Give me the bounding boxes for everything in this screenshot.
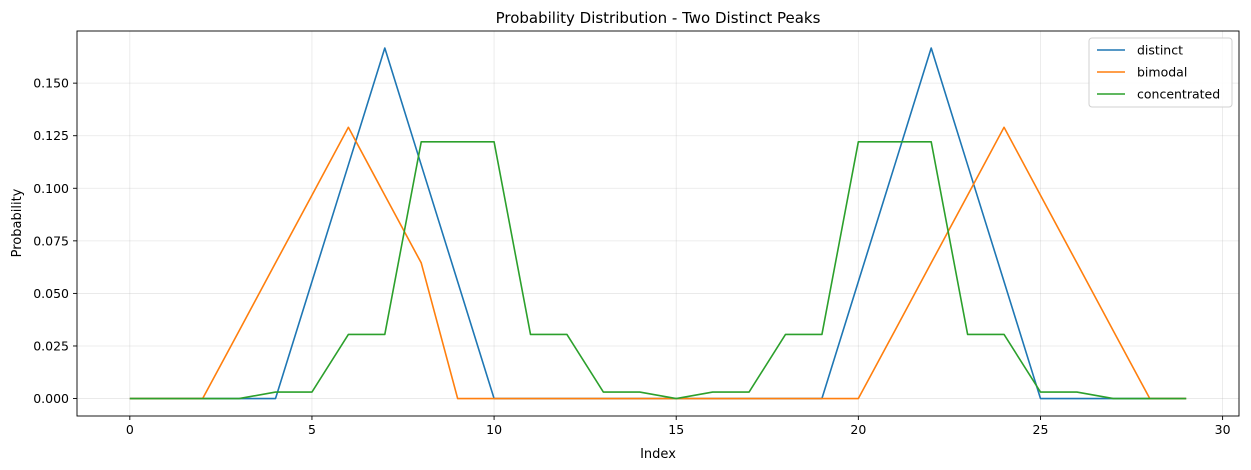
x-tick-label: 5 (308, 422, 316, 437)
y-tick-label: 0.150 (33, 76, 69, 91)
chart-title: Probability Distribution - Two Distinct … (496, 9, 821, 27)
series-lines (129, 47, 1187, 400)
x-tick-label: 10 (486, 422, 502, 437)
x-tick-label: 0 (126, 422, 134, 437)
y-tick-label: 0.075 (33, 233, 69, 248)
legend-label-distinct: distinct (1137, 43, 1183, 58)
legend-label-bimodal: bimodal (1137, 65, 1187, 80)
x-axis-label: Index (640, 447, 676, 462)
y-tick-label: 0.125 (33, 128, 69, 143)
grid (77, 31, 1239, 416)
legend: distinct bimodal concentrated (1088, 37, 1233, 108)
y-tick-label: 0.100 (33, 181, 69, 196)
series-line-bimodal (129, 126, 1187, 400)
y-tick-label: 0.050 (33, 286, 69, 301)
legend-box (1088, 37, 1233, 108)
x-tick-label: 15 (668, 422, 684, 437)
plot-frame (76, 30, 1240, 417)
legend-label-concentrated: concentrated (1137, 87, 1220, 102)
x-tick-label: 20 (850, 422, 866, 437)
x-tick-label: 25 (1033, 422, 1049, 437)
y-tick-label: 0.025 (33, 338, 69, 353)
series-line-concentrated (129, 141, 1187, 400)
y-axis-label: Probability (10, 188, 25, 257)
y-tick-label: 0.000 (33, 391, 69, 406)
axis-ticks: 0 5 10 15 20 25 30 0.000 0.025 0.050 0.075 0.100 0.1… (33, 76, 1230, 437)
x-tick-label: 30 (1215, 422, 1231, 437)
